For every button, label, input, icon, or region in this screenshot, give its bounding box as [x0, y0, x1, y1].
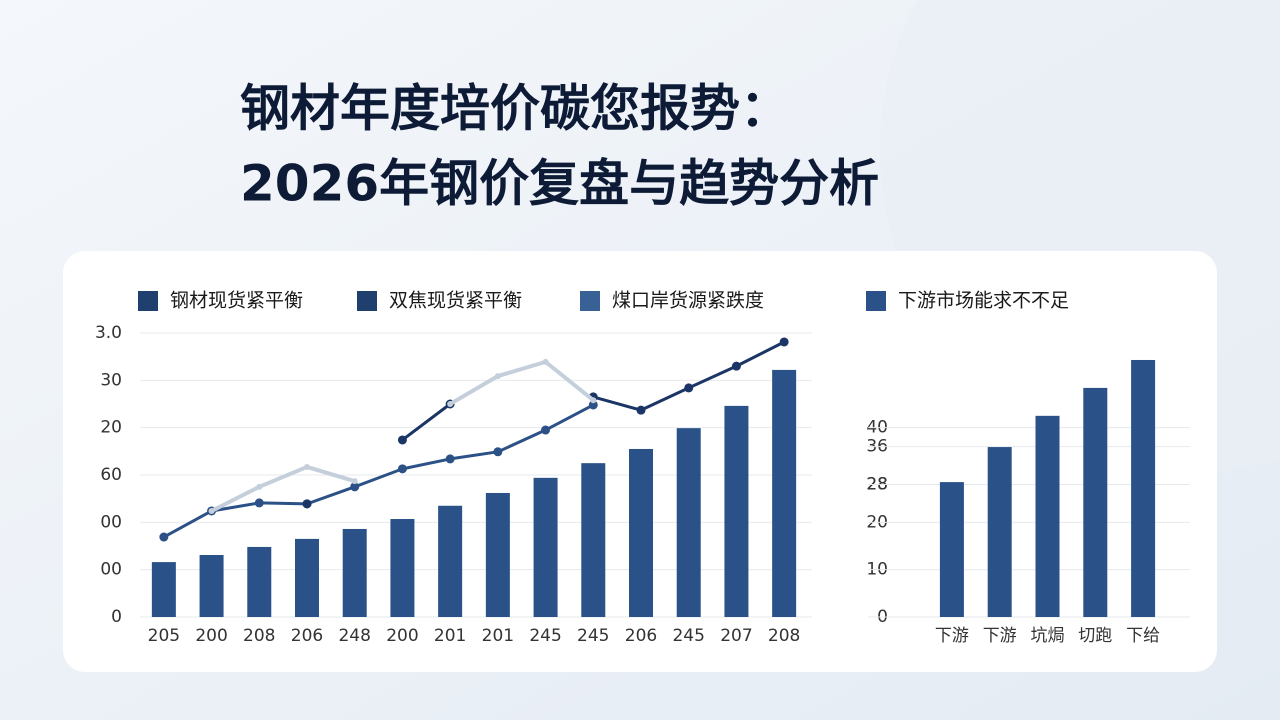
y-tick-label: 00 [100, 560, 122, 580]
point [304, 463, 310, 470]
x-tick-label: 207 [720, 626, 752, 646]
x-tick-label: 206 [291, 626, 323, 646]
x-tick-label: 切跑 [1078, 626, 1112, 646]
title-line: 钢材年度培价碳您报势： [240, 80, 790, 138]
bar [247, 546, 272, 617]
x-tick-label: 下游 [983, 626, 1017, 646]
x-tick-label: 245 [577, 626, 609, 646]
point [254, 498, 264, 508]
line [210, 359, 595, 513]
x-tick-label: 201 [482, 626, 514, 646]
point [445, 454, 455, 464]
legend-label: 下游市场能求不不足 [898, 290, 1069, 312]
point [351, 478, 358, 485]
bar [581, 463, 606, 617]
bar [1035, 415, 1060, 617]
point [494, 373, 501, 380]
bar [533, 477, 558, 617]
bar [438, 505, 463, 617]
y-tick-label: 30 [100, 370, 122, 390]
point [208, 507, 215, 514]
line [163, 403, 594, 539]
x-tick-label: 下给 [1126, 626, 1160, 646]
point [447, 401, 454, 407]
bar [390, 519, 415, 617]
legend-swatch [357, 291, 377, 311]
point [302, 499, 312, 509]
bar [342, 528, 367, 617]
x-tick-label: 205 [148, 626, 180, 646]
x-tick-label: 下游 [935, 626, 969, 646]
legend-label: 双焦现货紧平衡 [389, 290, 522, 312]
y-tick-label: 0 [111, 607, 122, 627]
x-tick-label: 245 [672, 626, 704, 646]
point [541, 425, 551, 435]
x-tick-label: 坑焗 [1031, 626, 1065, 646]
legend-label: 煤口岸货源紧跌度 [612, 290, 764, 312]
point [731, 361, 741, 371]
point [350, 482, 360, 492]
point [684, 383, 694, 393]
point [636, 405, 646, 415]
legend-swatch [138, 291, 158, 311]
point [779, 337, 789, 347]
legend-swatch [866, 291, 886, 311]
x-tick-label: 200 [386, 626, 418, 646]
x-tick-label: 206 [625, 626, 657, 646]
x-tick-label: 208 [768, 626, 800, 646]
x-tick-label: 208 [243, 626, 275, 646]
x-tick-label: 200 [195, 626, 227, 646]
legend-label: 钢材现货紧平衡 [170, 290, 303, 312]
y-tick-label: 60 [100, 465, 122, 485]
bar [295, 538, 319, 617]
title-line: 2026年钢价复盘与趋势分析 [240, 155, 879, 213]
point [397, 464, 407, 474]
bar [151, 562, 176, 617]
bar [724, 405, 749, 617]
y-tick-label: 00 [100, 512, 122, 532]
point [159, 532, 169, 542]
bar [1083, 387, 1108, 617]
point [493, 447, 503, 457]
bar [939, 482, 964, 617]
bar [629, 448, 653, 617]
point [397, 435, 407, 445]
x-tick-label: 201 [434, 626, 466, 646]
point [256, 483, 263, 490]
point [588, 400, 598, 410]
y-tick-label: 20 [100, 418, 122, 438]
x-tick-label: 245 [529, 626, 561, 646]
y-tick-label: 3.0 [95, 323, 122, 343]
bar [676, 428, 701, 617]
bar [199, 554, 224, 617]
bar [772, 369, 797, 617]
point [590, 397, 597, 404]
bar [987, 447, 1012, 617]
bar [485, 492, 510, 617]
point [542, 358, 549, 365]
x-tick-label: 248 [338, 626, 370, 646]
bar [1131, 359, 1156, 617]
legend-swatch [580, 291, 600, 311]
